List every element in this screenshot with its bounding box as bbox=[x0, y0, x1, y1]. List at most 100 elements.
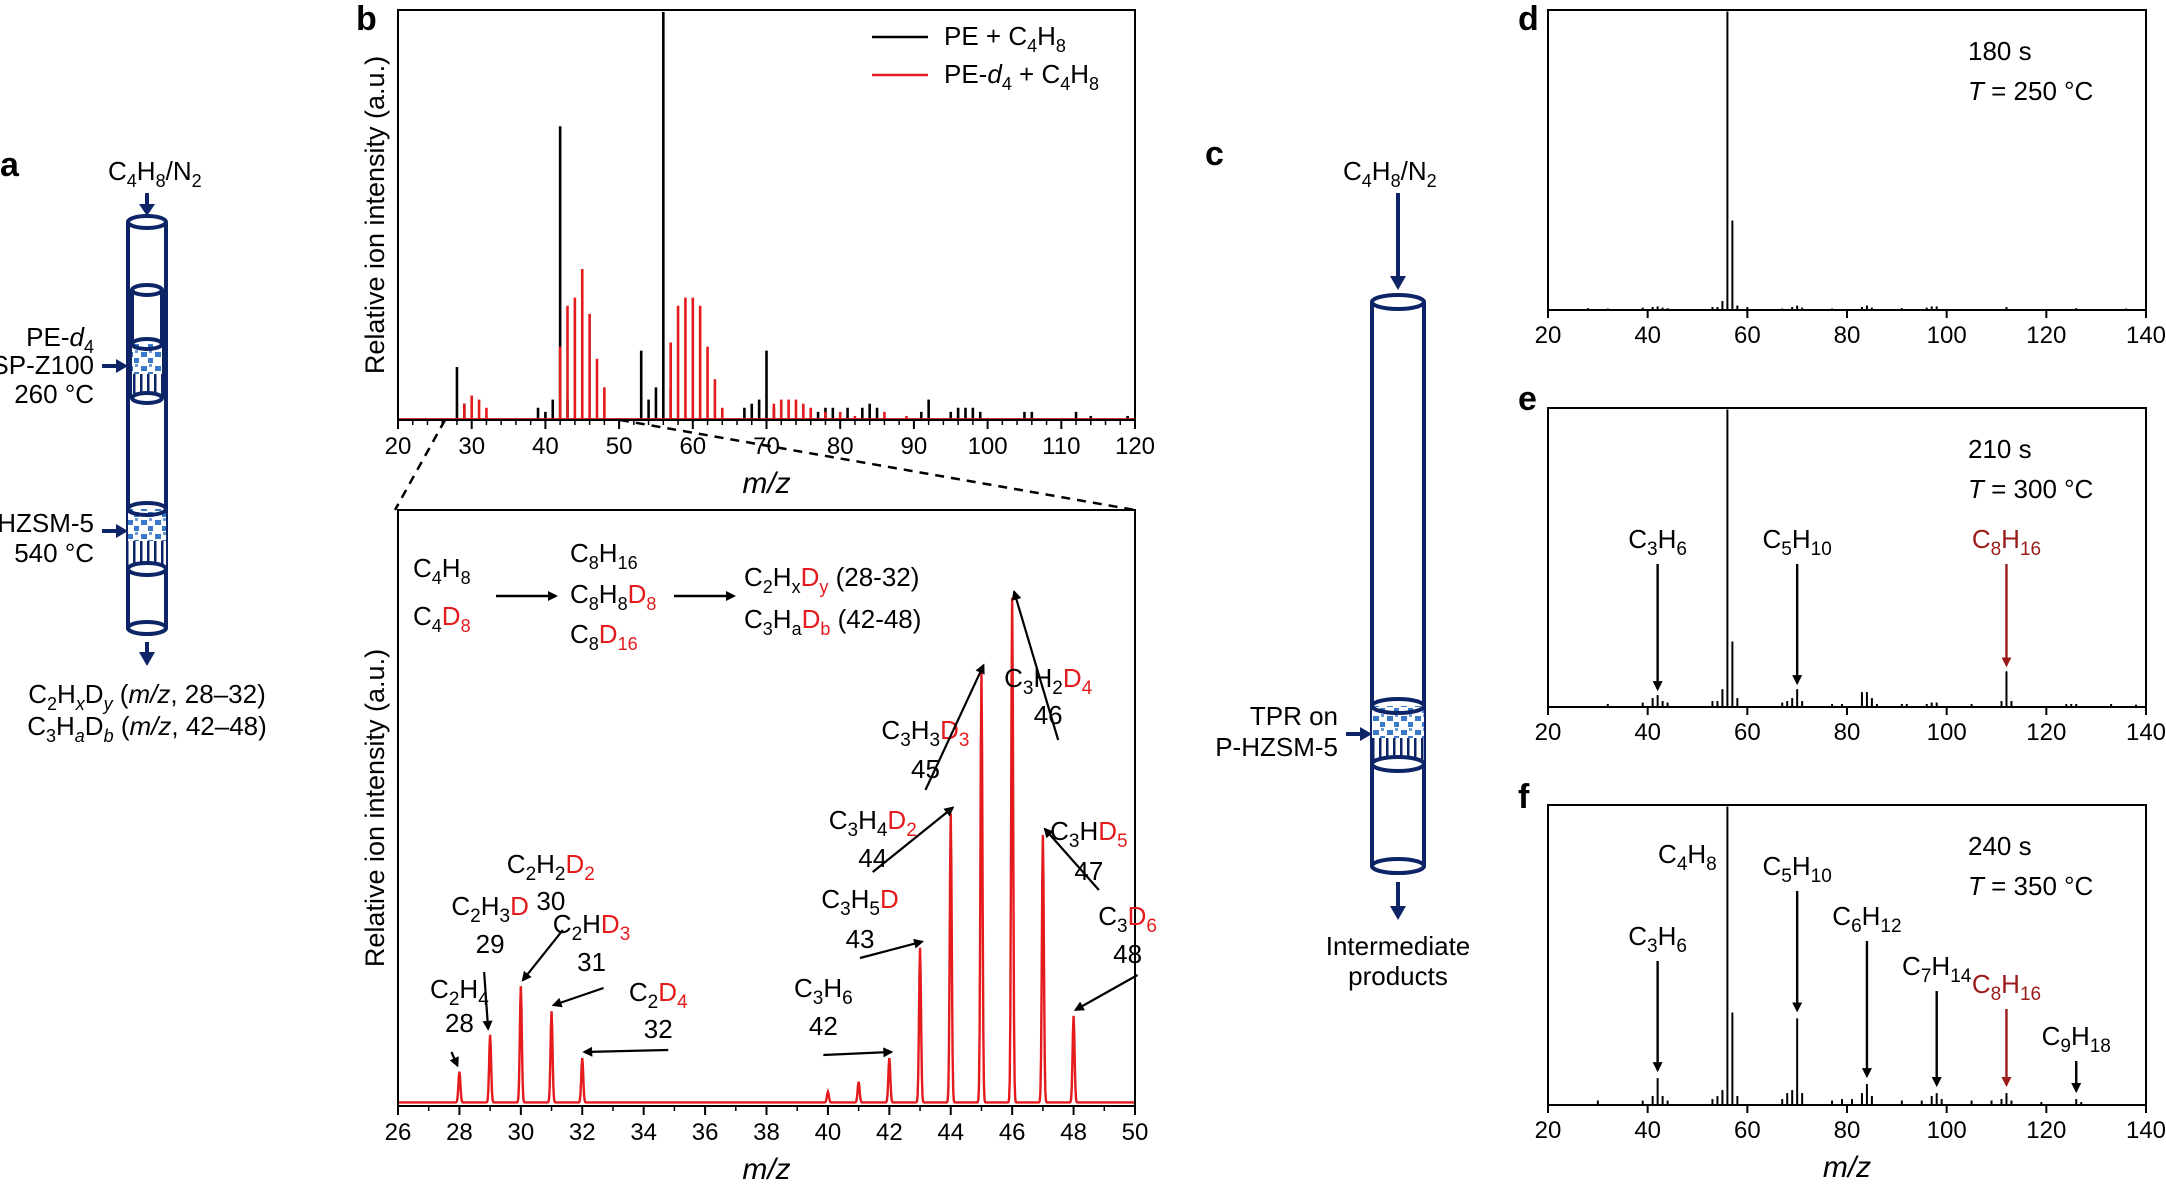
panel-c-out-label-2: products bbox=[1348, 961, 1448, 991]
bed2-label-2: 540 °C bbox=[14, 538, 94, 568]
peak-arrow bbox=[823, 1047, 894, 1058]
peak-label: C2H4 bbox=[430, 974, 489, 1010]
scheme-m3: C8D16 bbox=[570, 619, 638, 654]
peak-label: C3H6 bbox=[1628, 524, 1687, 560]
panel-letter-c: c bbox=[1205, 135, 1224, 173]
chart-f: 20 40 60 80 100 120 140 m/z 240 s T = 350 °C C4H8 C… bbox=[1535, 804, 2166, 1184]
panel-e: e 20 40 60 80 100 120 140 210 s T = 300 °C C3H6 C5… bbox=[1518, 380, 2166, 746]
x-tick-label: 40 bbox=[532, 433, 559, 460]
x-tick-label: 120 bbox=[2026, 1117, 2066, 1144]
x-tick-label: 100 bbox=[1927, 1117, 1967, 1144]
peak-label: C2H2D2 bbox=[507, 849, 595, 885]
scheme-r2: C4D8 bbox=[413, 601, 471, 636]
peak-arrow bbox=[582, 1046, 669, 1057]
temperature-label: T = 250 °C bbox=[1968, 76, 2093, 106]
peak-arrow bbox=[1043, 827, 1100, 891]
x-axis-title: m/z bbox=[742, 467, 790, 500]
peak-arrow bbox=[859, 938, 924, 960]
peak-arrow bbox=[551, 986, 604, 1008]
mz-label: 28 bbox=[445, 1008, 474, 1038]
x-tick-label: 120 bbox=[1115, 433, 1155, 460]
reaction-scheme: C4H8 C4D8 C8H16 C8H8D8 C8D16 C2HxDy (28-… bbox=[413, 538, 921, 654]
plot-frame bbox=[397, 509, 1136, 1107]
x-tick-label: 60 bbox=[1734, 322, 1761, 349]
peak-label: C5H10 bbox=[1763, 851, 1832, 887]
outlet-label-1: C2HxDy (m/z, 28–32) bbox=[28, 679, 266, 714]
peak-label: C3D6 bbox=[1098, 901, 1157, 937]
peak-label: C6H12 bbox=[1832, 901, 1901, 937]
peak-label: C8H16 bbox=[1972, 969, 2041, 1005]
y-axis-title: Relative ion intensity (a.u.) bbox=[360, 56, 390, 374]
x-tick-label: 90 bbox=[901, 433, 928, 460]
x-tick-label: 38 bbox=[753, 1119, 780, 1146]
peak-label: C3H4D2 bbox=[829, 805, 917, 841]
panel-letter-f: f bbox=[1518, 778, 1530, 816]
bed1-label-3: 260 °C bbox=[14, 379, 94, 409]
time-label: 210 s bbox=[1968, 434, 2032, 464]
y-axis-title: Relative ion intensity (a.u.) bbox=[360, 649, 390, 967]
x-tick-label: 40 bbox=[1634, 719, 1661, 746]
x-axis-title: m/z bbox=[742, 1153, 790, 1186]
x-tick-label: 100 bbox=[968, 433, 1008, 460]
peak-arrow bbox=[872, 806, 955, 873]
peak-label: C4H8 bbox=[1658, 839, 1717, 875]
peak-label: C3H2D4 bbox=[1004, 663, 1093, 699]
x-tick-label: 44 bbox=[937, 1119, 964, 1146]
x-tick-label: 42 bbox=[876, 1119, 903, 1146]
peak-label: C2HD3 bbox=[553, 909, 631, 945]
mz-label: 42 bbox=[809, 1011, 838, 1041]
x-tick-label: 60 bbox=[1734, 719, 1761, 746]
x-tick-label: 80 bbox=[1834, 719, 1861, 746]
x-tick-label: 28 bbox=[446, 1119, 473, 1146]
panel-a: a C4H8/N2 bbox=[0, 146, 267, 746]
x-tick-label: 50 bbox=[1122, 1119, 1149, 1146]
x-tick-label: 46 bbox=[999, 1119, 1026, 1146]
x-tick-label: 26 bbox=[385, 1119, 412, 1146]
plot-frame bbox=[1547, 9, 2147, 311]
zoom-guide-right bbox=[619, 418, 1136, 512]
peak-label: C2D4 bbox=[629, 977, 688, 1013]
peak-label: C3H6 bbox=[1628, 921, 1687, 957]
x-tick-label: 20 bbox=[1535, 719, 1562, 746]
panel-c-bed-label-1: TPR on bbox=[1250, 701, 1338, 731]
peak-label: C3H5D bbox=[821, 884, 899, 920]
plot-frame bbox=[1547, 407, 2147, 708]
x-tick-label: 60 bbox=[1734, 1117, 1761, 1144]
mz-label: 43 bbox=[846, 924, 875, 954]
x-tick-label: 40 bbox=[1634, 1117, 1661, 1144]
x-tick-label: 80 bbox=[827, 433, 854, 460]
bed2-label-1: P-HZSM-5 bbox=[0, 508, 94, 538]
scheme-m2: C8H8D8 bbox=[570, 579, 656, 614]
scheme-p1: C2HxDy (28-32) bbox=[744, 562, 919, 597]
plot-frame bbox=[1547, 804, 2147, 1106]
bed1-label-2: LSP-Z100 bbox=[0, 350, 94, 380]
chart-b-zoom: 26 28 30 32 34 36 38 40 42 44 46 48 50 m/z Relative io… bbox=[360, 509, 1157, 1186]
scheme-p2: C3HaDb (42-48) bbox=[744, 604, 921, 639]
panel-c: c C4H8/N2 TPR on P-HZSM-5 Intermediate p… bbox=[1205, 135, 1470, 991]
peak-label: C8H16 bbox=[1972, 524, 2041, 560]
peak-label: C5H10 bbox=[1763, 524, 1832, 560]
chart-d: 20 40 60 80 100 120 140 180 s T = 250 °C bbox=[1535, 9, 2166, 349]
time-label: 240 s bbox=[1968, 831, 2032, 861]
bed-hzsm5-a bbox=[126, 501, 168, 577]
x-tick-label: 120 bbox=[2026, 719, 2066, 746]
x-tick-label: 80 bbox=[1834, 322, 1861, 349]
x-tick-label: 50 bbox=[606, 433, 633, 460]
panel-a-feed-label: C4H8/N2 bbox=[108, 156, 202, 191]
peak-label: C7H14 bbox=[1902, 951, 1972, 987]
panel-letter-e: e bbox=[1518, 380, 1537, 418]
temperature-label: T = 350 °C bbox=[1968, 871, 2093, 901]
mz-label: 32 bbox=[644, 1014, 673, 1044]
zoom-guide-left bbox=[393, 419, 447, 511]
panel-d: d 20 40 60 80 100 120 140 180 s T = 250 °C bbox=[1518, 0, 2166, 349]
peak-label: C3H3D3 bbox=[881, 715, 969, 751]
peak-label: C9H18 bbox=[2042, 1021, 2111, 1057]
x-tick-label: 60 bbox=[679, 433, 706, 460]
x-axis-title: m/z bbox=[1823, 1151, 1871, 1184]
x-tick-label: 140 bbox=[2126, 322, 2166, 349]
panel-f: f 20 40 60 80 100 120 140 m/z 240 s T = 350 °C C4H… bbox=[1518, 778, 2166, 1184]
mz-label: 30 bbox=[536, 886, 565, 916]
x-tick-label: 34 bbox=[630, 1119, 657, 1146]
